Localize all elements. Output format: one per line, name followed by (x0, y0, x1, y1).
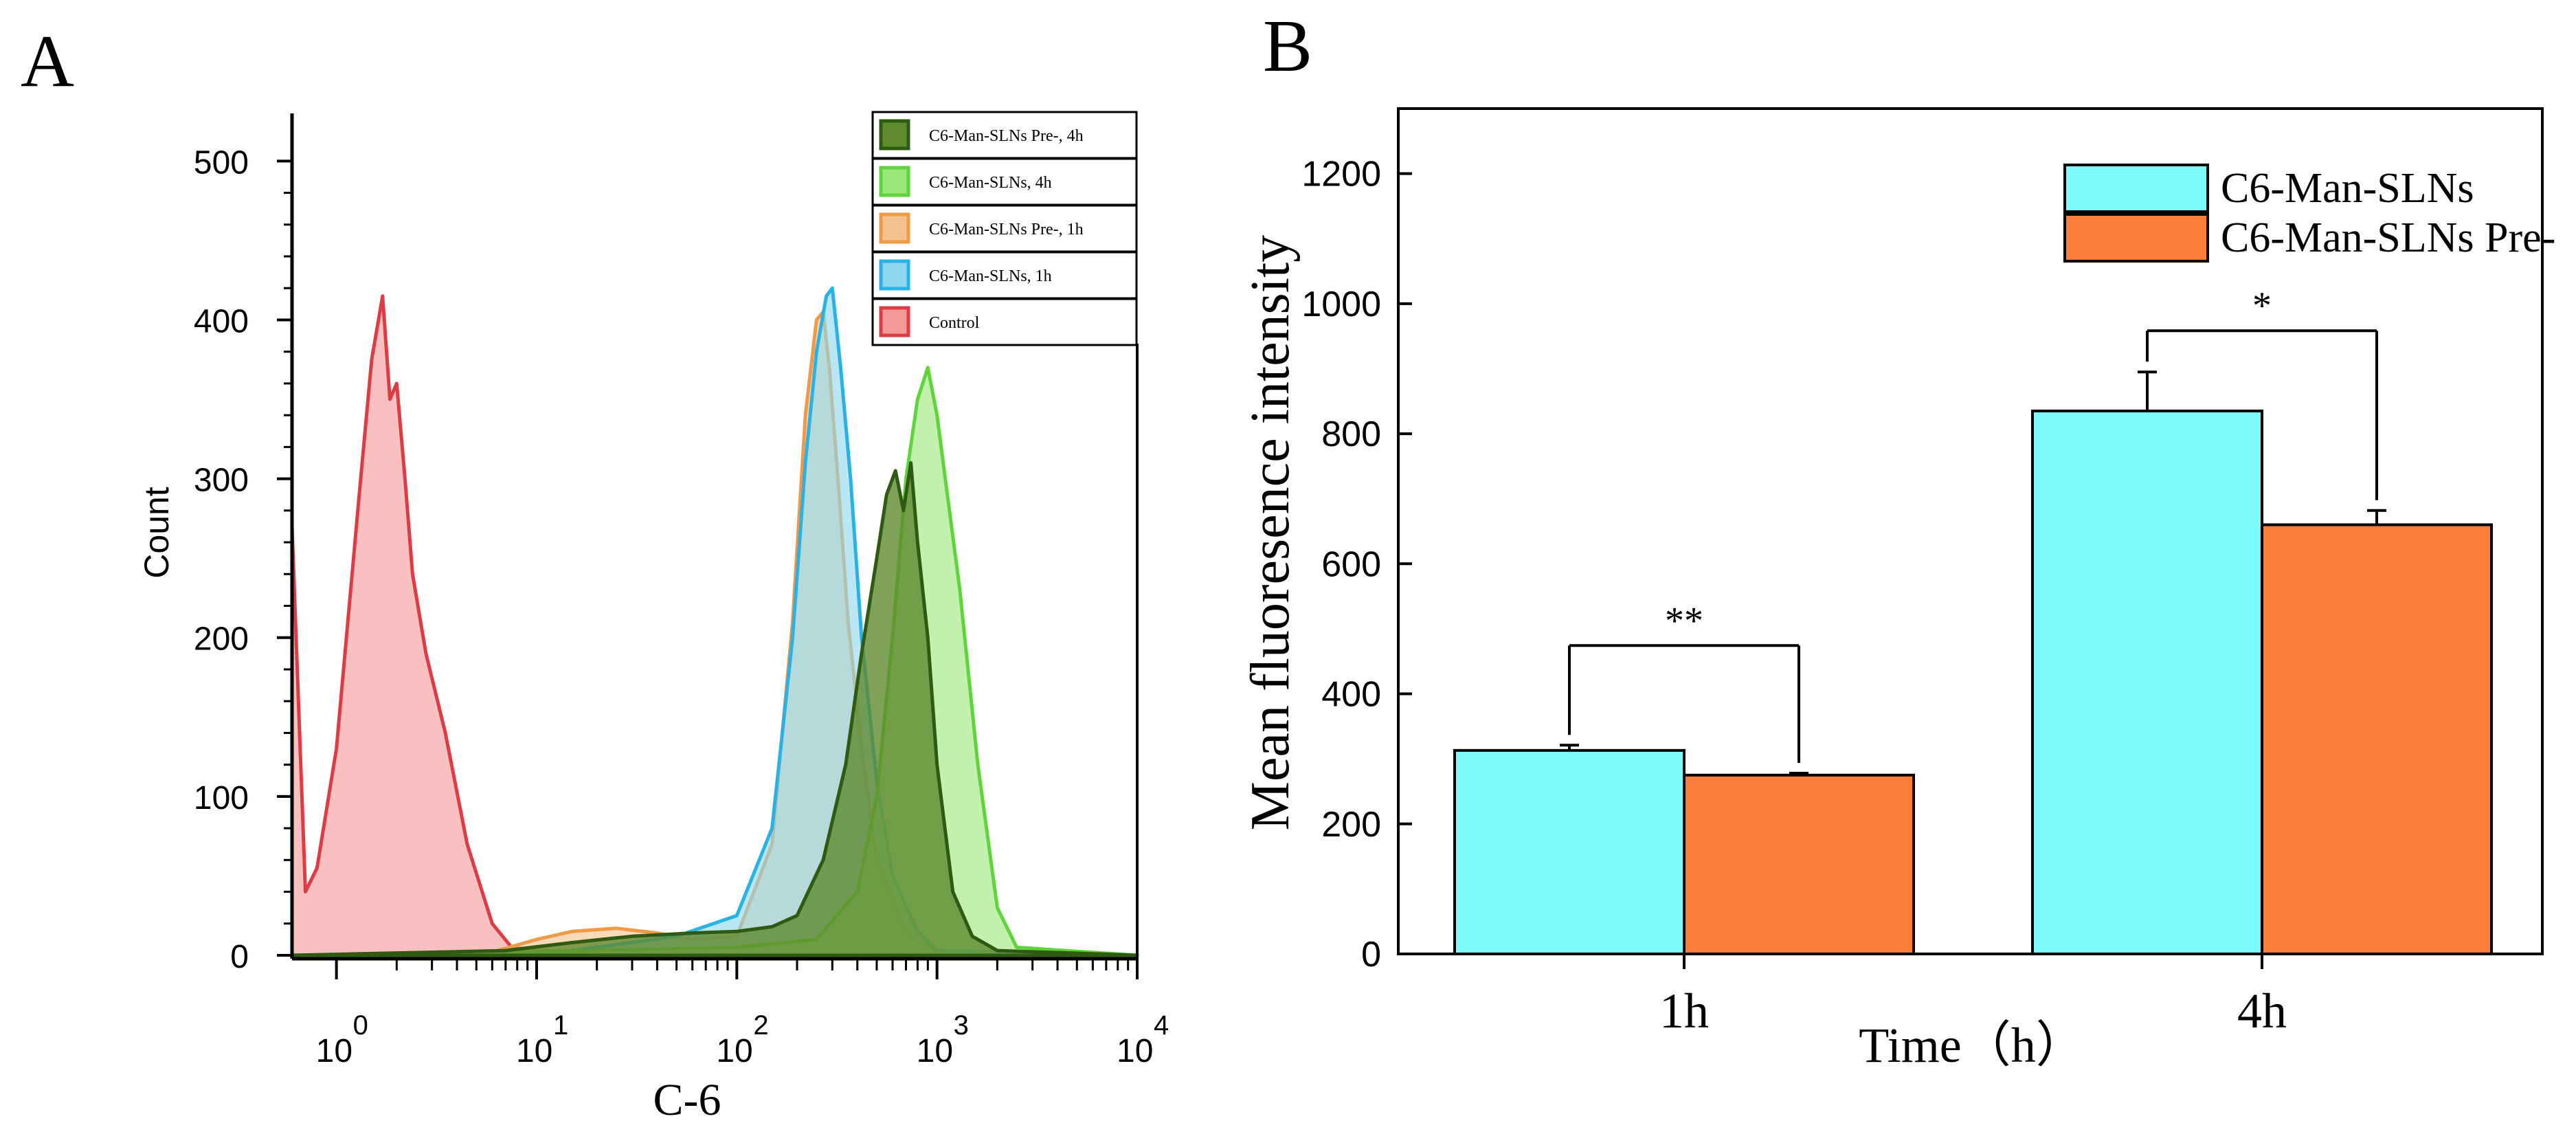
hist-legend-row (871, 204, 1138, 253)
hist-x-tick-base: 10 (316, 1033, 352, 1069)
hist-legend-label: C6-Man-SLNs, 4h (929, 174, 1052, 192)
hist-legend-label: C6-Man-SLNs Pre-, 4h (929, 127, 1084, 145)
significance-brackets: *** (1568, 285, 2378, 763)
bar-x-category-label: 1h (1659, 983, 1709, 1038)
bar-y-tick-label: 800 (1321, 414, 1381, 454)
panel-b-label: B (1263, 5, 1312, 87)
bar-y-label: Mean fluoresence intensity (1240, 235, 1301, 830)
hist-legend-row (871, 251, 1138, 300)
bar-y-tick-label: 0 (1361, 935, 1381, 975)
hist-y-ticks: 0 100 200 300 400 500 (194, 144, 292, 975)
hist-legend-swatch (879, 306, 910, 337)
bar-plot-frame (1397, 107, 2544, 955)
hist-series-0 (290, 294, 1139, 957)
hist-y-tick-label: 400 (194, 303, 249, 340)
hist-y-tick-label: 300 (194, 463, 249, 499)
hist-x-tick-base: 10 (516, 1033, 552, 1069)
bar-y-tick-label: 600 (1321, 544, 1381, 584)
bar (1683, 773, 1915, 956)
hist-x-tick-base: 10 (1117, 1033, 1153, 1069)
hist-legend: C6-Man-SLNs Pre-, 4h C6-Man-SLNs, 4h C6-Ma… (871, 111, 1138, 346)
hist-legend-swatch (879, 259, 910, 291)
hist-x-tick-base: 10 (917, 1033, 953, 1069)
hist-y-tick-label: 200 (194, 621, 249, 658)
bar-legend-swatch (2063, 213, 2209, 263)
hist-legend-label: Control (929, 314, 980, 332)
bar (2261, 523, 2493, 955)
bar-legend-label: C6-Man-SLNs (2221, 165, 2474, 212)
bar (1453, 748, 1685, 956)
bar-legend-label: C6-Man-SLNs Pre- (2221, 214, 2555, 261)
bar-x-category-label: 4h (2237, 983, 2287, 1038)
histogram-curves (290, 286, 1139, 957)
hist-x-tick-exponent: 3 (954, 1010, 969, 1041)
bar-x-label: Time（h） (1859, 1018, 2085, 1073)
hist-y-tick-label: 0 (230, 939, 249, 975)
bar-x-categories: 1h 4h (1659, 954, 2287, 1038)
bar-y-tick-label: 1000 (1301, 285, 1381, 324)
bar-y-tick-label: 200 (1321, 805, 1381, 845)
bar-legend-swatch (2063, 164, 2209, 213)
bar-y-ticks: 0 200 400 600 800 1000 1200 (1301, 155, 1412, 975)
hist-y-tick-label: 100 (194, 780, 249, 816)
hist-x-label: C-6 (653, 1075, 721, 1125)
hist-y-label: Count (137, 487, 176, 579)
hist-x-tick-exponent: 2 (753, 1010, 768, 1041)
hist-legend-row (871, 157, 1138, 206)
hist-legend-row (871, 111, 1138, 159)
bar (2031, 409, 2263, 955)
bar-y-tick-label: 1200 (1301, 155, 1381, 194)
hist-x-tick-exponent: 4 (1154, 1010, 1169, 1041)
panel-a-label: A (21, 21, 74, 102)
bar-y-tick-label: 400 (1321, 675, 1381, 715)
hist-series-4 (290, 461, 1139, 957)
significance-mark: * (2252, 285, 2272, 327)
hist-legend-swatch (879, 166, 910, 197)
hist-legend-label: C6-Man-SLNs, 1h (929, 267, 1052, 285)
hist-y-tick-label: 500 (194, 144, 249, 181)
bar-marks (1453, 370, 2493, 956)
hist-legend-row (871, 298, 1138, 346)
hist-legend-swatch (879, 119, 910, 151)
hist-legend-swatch (879, 212, 910, 244)
hist-x-tick-exponent: 0 (353, 1010, 368, 1041)
hist-x-tick-base: 10 (716, 1033, 752, 1069)
hist-legend-label: C6-Man-SLNs Pre-, 1h (929, 221, 1084, 238)
hist-x-tick-exponent: 1 (553, 1010, 568, 1041)
significance-mark: ** (1665, 599, 1703, 642)
